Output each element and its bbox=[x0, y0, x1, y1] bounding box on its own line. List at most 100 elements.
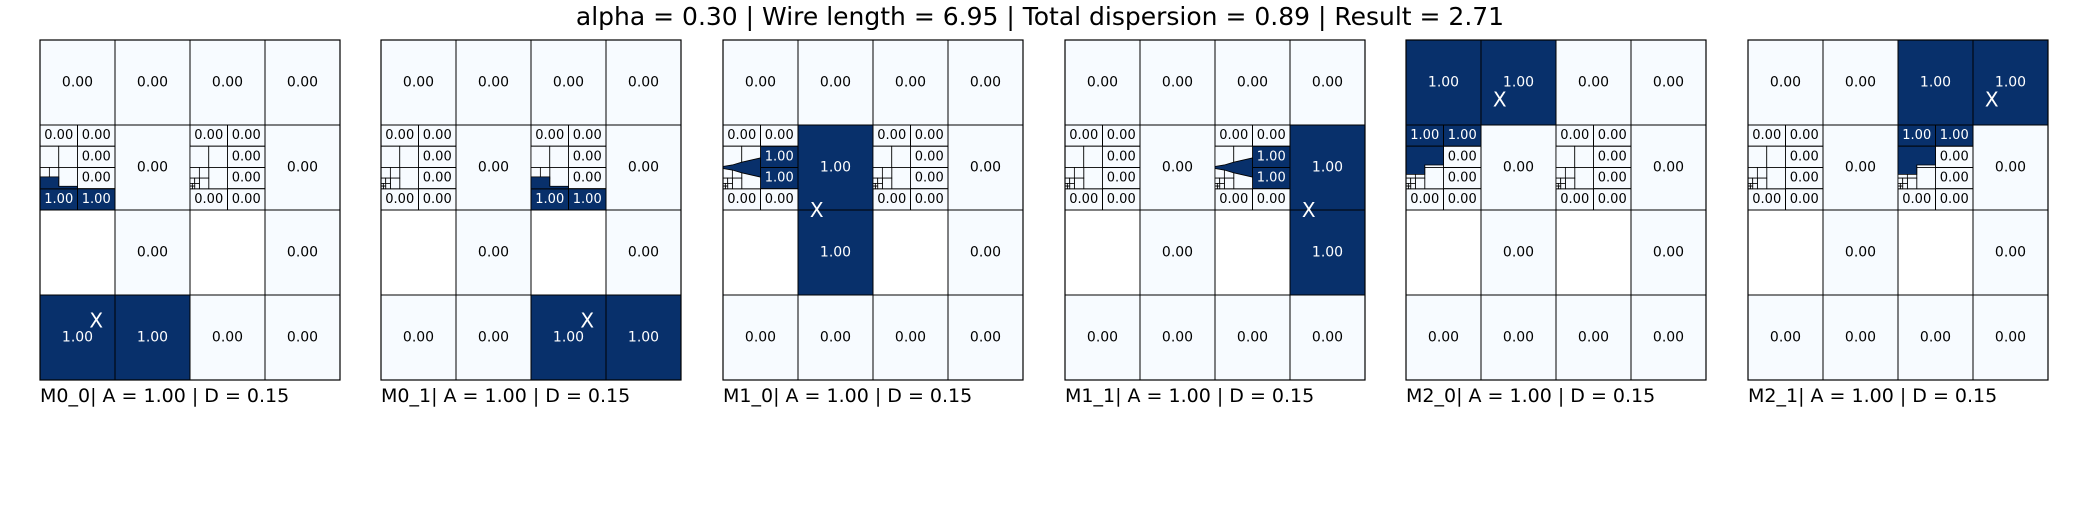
subcell-value-b0-1-0: 1.00 bbox=[1448, 128, 1477, 143]
fine-b1-q3 bbox=[208, 167, 228, 190]
cell-r2-c3 bbox=[264, 209, 341, 296]
cell-r3-c1 bbox=[455, 294, 532, 381]
cell-r3-c0 bbox=[1405, 294, 1482, 381]
subcell-value-b1-1-1: 0.00 bbox=[915, 149, 944, 164]
cell-value-r0-c1: 1.00 bbox=[1503, 75, 1534, 91]
fine-b0-q3 bbox=[1424, 167, 1444, 190]
cell-r2-c1 bbox=[114, 209, 191, 296]
cell-value-r3-c3: 1.00 bbox=[628, 330, 659, 346]
cell-value-r0-c3: 0.00 bbox=[1653, 75, 1684, 91]
cell-value-r1-c1: 1.00 bbox=[820, 160, 851, 176]
fine-filled-region bbox=[1214, 157, 1253, 178]
subcell-value-b1-1-2: 0.00 bbox=[573, 171, 602, 186]
fine-b0-q2-q2-q3 bbox=[1410, 183, 1416, 190]
fine-b0-q0 bbox=[1064, 145, 1085, 168]
subcell-value-b0-1-0: 0.00 bbox=[765, 128, 794, 143]
fine-b1-q2-q0 bbox=[1555, 167, 1566, 179]
cell-value-r3-c1: 0.00 bbox=[478, 330, 509, 346]
fine-b1-q2-q2-q2-q2 bbox=[189, 185, 193, 190]
cell-r1-c3 bbox=[1289, 124, 1366, 211]
cell-value-r0-c0: 0.00 bbox=[62, 75, 93, 91]
fine-b0-q2-q1 bbox=[1756, 167, 1768, 179]
subcell-value-b0-0-3: 1.00 bbox=[44, 192, 73, 207]
cell-r0-c0 bbox=[39, 39, 116, 126]
fine-b1-q2-q1 bbox=[198, 167, 210, 179]
subcell-value-b1-1-2: 1.00 bbox=[1257, 171, 1286, 186]
cell-value-r3-c2: 0.00 bbox=[1920, 330, 1951, 346]
subcell-value-b0-0-0: 0.00 bbox=[1752, 128, 1781, 143]
cell-value-r3-c1: 1.00 bbox=[137, 330, 168, 346]
panel-5: 0.00 0.00 1.00 1.00 0.00 0.00 0.00 0.00 0.00 0.00… bbox=[1747, 39, 2049, 407]
subcell-value-b0-1-1: 1.00 bbox=[765, 149, 794, 164]
cell-value-r1-c3: 0.00 bbox=[287, 160, 318, 176]
fine-b0-q2-q1 bbox=[1073, 167, 1085, 179]
cell-r2-c3 bbox=[947, 209, 1024, 296]
subcell-value-b1-1-3: 0.00 bbox=[1598, 192, 1627, 207]
panel-label: M1_0| A = 1.00 | D = 0.15 bbox=[723, 385, 973, 407]
fine-b1-q2-q2-q1 bbox=[1219, 177, 1225, 184]
cell-r0-c0 bbox=[1405, 39, 1482, 126]
cell-value-r3-c3: 0.00 bbox=[287, 330, 318, 346]
panel-4: 1.00 1.00 0.00 0.00 0.00 0.00 0.00 0.00 0.00 0.00… bbox=[1405, 39, 1707, 407]
cell-value-r3-c3: 0.00 bbox=[1312, 330, 1343, 346]
subcell-b0-1-3 bbox=[77, 188, 116, 211]
subcell-b1-1-3 bbox=[910, 188, 949, 211]
fine-b1-q2-q2-q0 bbox=[1214, 177, 1221, 184]
cell-r3-c0 bbox=[1064, 294, 1141, 381]
fine-b0-q2-q2-q3 bbox=[1069, 183, 1075, 190]
cell-value-r1-c3: 0.00 bbox=[1653, 160, 1684, 176]
cell-value-r2-c3: 0.00 bbox=[970, 245, 1001, 261]
cell-value-r0-c1: 0.00 bbox=[137, 75, 168, 91]
cell-value-r2-c1: 0.00 bbox=[1162, 245, 1193, 261]
subcell-value-b1-1-3: 0.00 bbox=[1940, 192, 1969, 207]
cell-value-r2-c3: 0.00 bbox=[628, 245, 659, 261]
subcell-value-b0-1-1: 0.00 bbox=[1790, 149, 1819, 164]
cell-value-r2-c3: 1.00 bbox=[1312, 245, 1343, 261]
subcell-value-b0-1-1: 0.00 bbox=[423, 149, 452, 164]
subcell-value-b0-1-2: 1.00 bbox=[765, 171, 794, 186]
cell-r3-c1 bbox=[114, 294, 191, 381]
subcell-value-b1-1-0: 0.00 bbox=[915, 128, 944, 143]
fine-b1-q0 bbox=[530, 145, 551, 168]
cell-value-r2-c1: 1.00 bbox=[820, 245, 851, 261]
fine-b1-q2-q2-q1 bbox=[1560, 177, 1566, 184]
subcell-value-b0-1-0: 0.00 bbox=[423, 128, 452, 143]
heatmap-svg: 0.00 0.00 0.00 0.00 0.00 0.00 0.00 0.00 0.00 0.00… bbox=[380, 39, 682, 381]
fine-b1-q2-q2-q2-q2 bbox=[1897, 185, 1901, 190]
fine-b1-q2-q0 bbox=[189, 167, 200, 179]
fine-b0-q2-q2-q1 bbox=[385, 177, 391, 184]
cell-r3-c2 bbox=[1214, 294, 1291, 381]
panel-1: 0.00 0.00 0.00 0.00 0.00 0.00 0.00 0.00 0.00 0.00… bbox=[380, 39, 682, 407]
panel-label: M1_1| A = 1.00 | D = 0.15 bbox=[1065, 385, 1315, 407]
cell-r2-c3 bbox=[1289, 209, 1366, 296]
subcell-value-b0-0-3: 0.00 bbox=[1752, 192, 1781, 207]
subcell-value-b0-0-0: 1.00 bbox=[1410, 128, 1439, 143]
panel-frame bbox=[1064, 39, 1366, 381]
fine-b0-q2-q1 bbox=[389, 167, 401, 179]
cell-r0-c3 bbox=[1289, 39, 1366, 126]
subcell-b1-1-3 bbox=[227, 188, 266, 211]
subcell-value-b0-0-0: 0.00 bbox=[385, 128, 414, 143]
cell-r0-c2 bbox=[872, 39, 949, 126]
cell-value-r3-c0: 1.00 bbox=[62, 330, 93, 346]
cell-r0-c3 bbox=[1630, 39, 1707, 126]
cell-value-r3-c0: 0.00 bbox=[1428, 330, 1459, 346]
fine-b0-q2-q0 bbox=[1064, 167, 1075, 179]
subcell-value-b1-0-0: 0.00 bbox=[877, 128, 906, 143]
position-marker: X bbox=[580, 309, 594, 333]
panel-label: M2_1| A = 1.00 | D = 0.15 bbox=[1748, 385, 1998, 407]
cell-r3-c3 bbox=[264, 294, 341, 381]
fine-b0-q2-q2-q1 bbox=[1752, 177, 1758, 184]
cell-r3-c1 bbox=[1480, 294, 1557, 381]
subcell-value-b1-0-3: 0.00 bbox=[194, 192, 223, 207]
cell-value-r3-c0: 0.00 bbox=[1770, 330, 1801, 346]
fine-b1-q3 bbox=[891, 167, 911, 190]
cell-value-r1-c1: 0.00 bbox=[1845, 160, 1876, 176]
subcell-value-b1-1-1: 1.00 bbox=[1257, 149, 1286, 164]
fine-b0-q2-q3 bbox=[1414, 177, 1426, 190]
subcell-value-b0-1-3: 0.00 bbox=[1448, 192, 1477, 207]
cell-r0-c1 bbox=[1139, 39, 1216, 126]
fine-b0-q2-q3 bbox=[1073, 177, 1085, 190]
cell-r2-c1 bbox=[1139, 209, 1216, 296]
